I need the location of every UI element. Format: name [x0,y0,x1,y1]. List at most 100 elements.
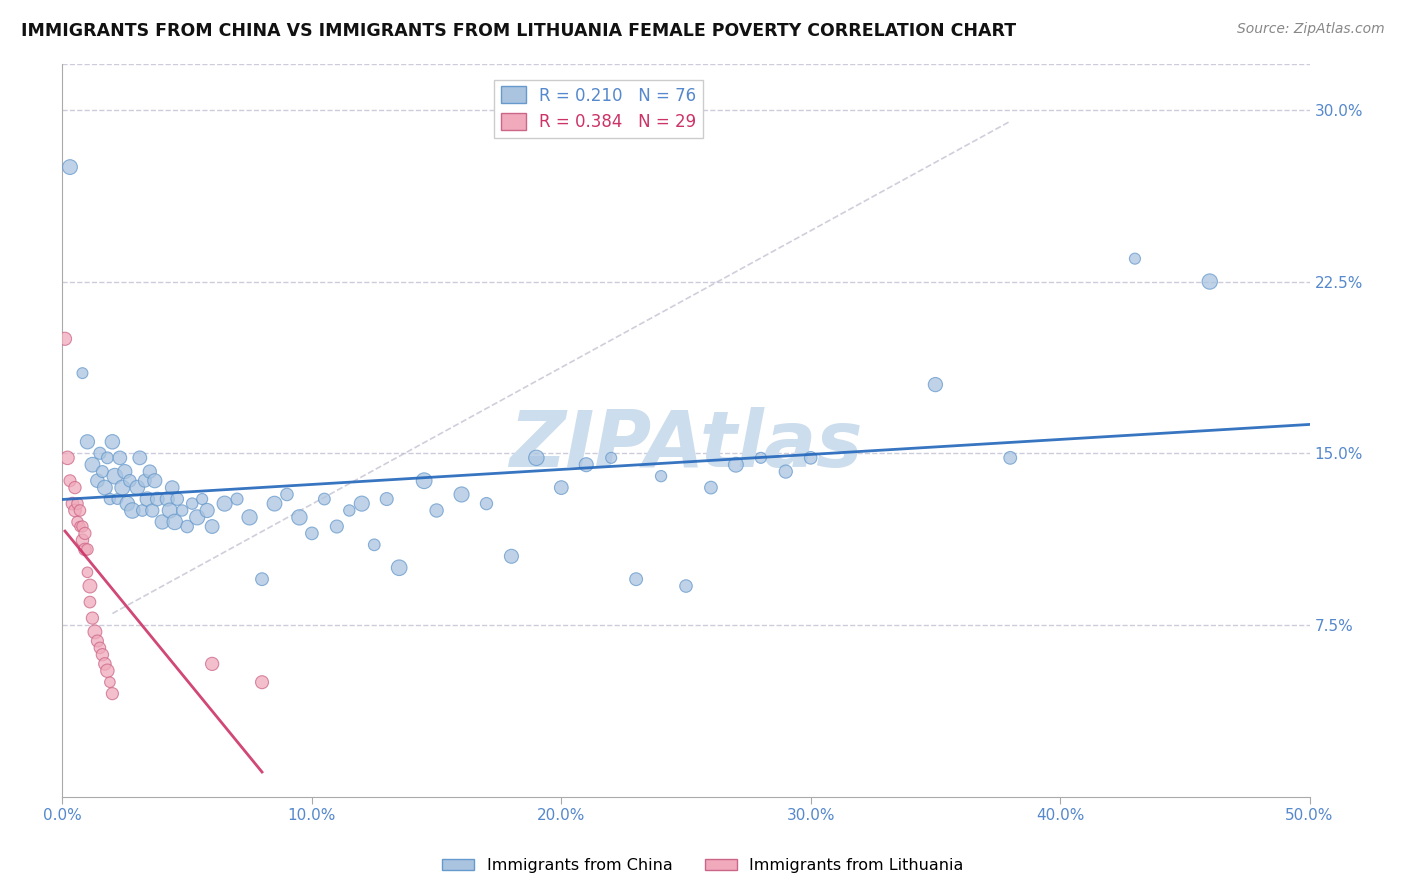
Point [650,469,672,483]
Point [128,450,150,465]
Point [214,497,236,511]
Point [150,515,173,529]
Point [72,519,94,533]
Text: ZIPAtlas: ZIPAtlas [509,407,863,483]
Point [62,497,84,511]
Point [314,491,336,506]
Point [375,491,398,506]
Point [195,503,218,517]
Point [94,657,117,671]
Point [700,481,723,495]
Point [121,503,143,517]
Point [98,675,121,690]
Point [501,549,523,564]
Point [79,595,101,609]
Text: IMMIGRANTS FROM CHINA VS IMMIGRANTS FROM LITHUANIA FEMALE POVERTY CORRELATION CH: IMMIGRANTS FROM CHINA VS IMMIGRANTS FROM… [21,22,1017,40]
Point [91,465,114,479]
Point [59,160,82,174]
Point [141,503,163,517]
Point [524,450,547,465]
Point [76,542,98,557]
Point [426,503,449,517]
Point [675,579,697,593]
Point [475,497,498,511]
Point [53,332,76,346]
Point [111,481,134,495]
Point [166,491,188,506]
Point [91,648,114,662]
Point [86,474,108,488]
Point [105,491,128,506]
Point [388,560,411,574]
Point [163,515,186,529]
Point [101,687,124,701]
Point [96,450,118,465]
Point [363,538,385,552]
Point [72,533,94,548]
Point [56,450,79,465]
Point [350,497,373,511]
Point [924,377,946,392]
Point [775,465,797,479]
Point [118,474,141,488]
Point [159,503,181,517]
Point [800,450,823,465]
Point [250,572,273,586]
Point [250,675,273,690]
Point [66,515,89,529]
Point [94,481,117,495]
Point [96,664,118,678]
Point [72,366,94,380]
Point [146,491,169,506]
Point [1000,450,1022,465]
Legend: Immigrants from China, Immigrants from Lithuania: Immigrants from China, Immigrants from L… [436,852,970,880]
Point [337,503,360,517]
Point [76,434,98,449]
Point [226,491,249,506]
Point [114,465,136,479]
Point [73,542,96,557]
Point [86,634,108,648]
Point [160,481,183,495]
Point [550,481,572,495]
Point [172,503,194,517]
Point [186,510,208,524]
Point [73,526,96,541]
Point [201,657,224,671]
Point [69,503,91,517]
Point [288,510,311,524]
Point [127,481,149,495]
Point [1123,252,1146,266]
Point [724,458,747,472]
Point [575,458,598,472]
Point [82,458,104,472]
Point [136,491,159,506]
Point [66,497,89,511]
Point [143,474,166,488]
Point [301,526,323,541]
Point [76,566,98,580]
Point [1198,275,1220,289]
Point [63,481,86,495]
Point [749,450,772,465]
Legend: R = 0.210   N = 76, R = 0.384   N = 29: R = 0.210 N = 76, R = 0.384 N = 29 [495,79,703,137]
Point [82,611,104,625]
Point [263,497,285,511]
Text: Source: ZipAtlas.com: Source: ZipAtlas.com [1237,22,1385,37]
Point [326,519,349,533]
Point [181,497,204,511]
Point [156,491,179,506]
Point [201,519,224,533]
Point [276,487,298,501]
Point [139,465,162,479]
Point [108,450,131,465]
Point [450,487,472,501]
Point [191,491,214,506]
Point [131,503,153,517]
Point [413,474,436,488]
Point [134,474,156,488]
Point [104,469,127,483]
Point [101,434,124,449]
Point [84,624,107,639]
Point [600,450,623,465]
